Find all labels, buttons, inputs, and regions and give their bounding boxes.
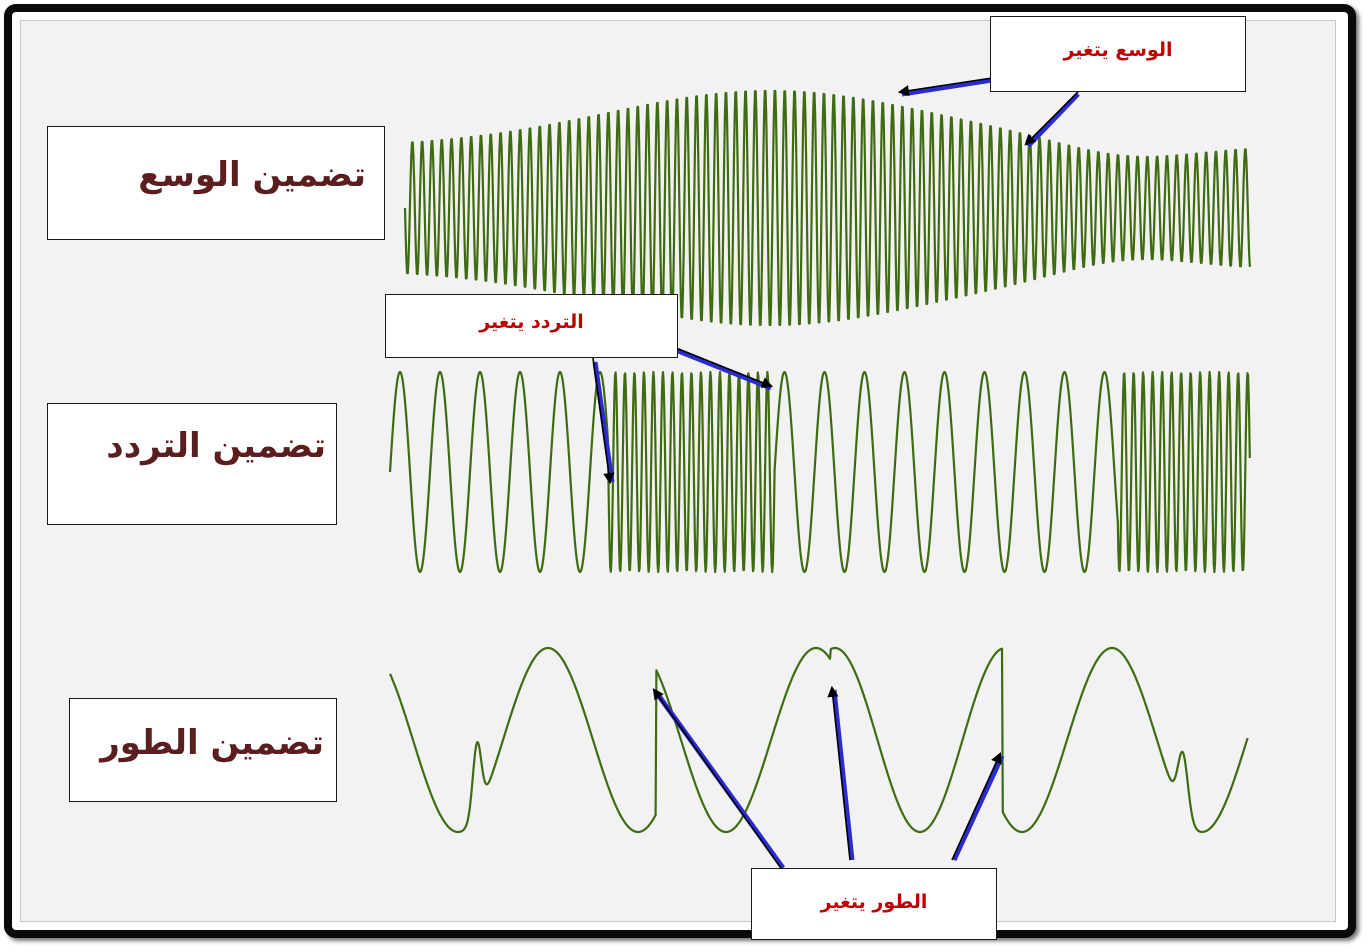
am-label-box: تضمين الوسع	[47, 126, 385, 240]
pm-waveform	[388, 646, 1249, 834]
amplitude-callout-text: الوسع يتغير	[1063, 39, 1173, 61]
frequency-callout: التردد يتغير	[385, 294, 678, 358]
phase-arrows	[652, 685, 1005, 870]
pm-label-box: تضمين الطور	[69, 698, 337, 802]
phase-callout-text: الطور يتغير	[820, 891, 928, 913]
am-label: تضمين الوسع	[138, 155, 366, 195]
fm-label: تضمين التردد	[106, 426, 326, 466]
amplitude-callout: الوسع يتغير	[990, 16, 1246, 92]
amplitude-arrows	[897, 77, 1080, 148]
fm-waveform	[388, 370, 1251, 574]
am-waveform	[403, 89, 1251, 327]
fm-label-box: تضمين التردد	[47, 403, 337, 525]
phase-callout: الطور يتغير	[751, 868, 997, 940]
pm-label: تضمين الطور	[100, 723, 324, 763]
frequency-callout-text: التردد يتغير	[479, 311, 584, 333]
frequency-arrows	[592, 347, 774, 485]
